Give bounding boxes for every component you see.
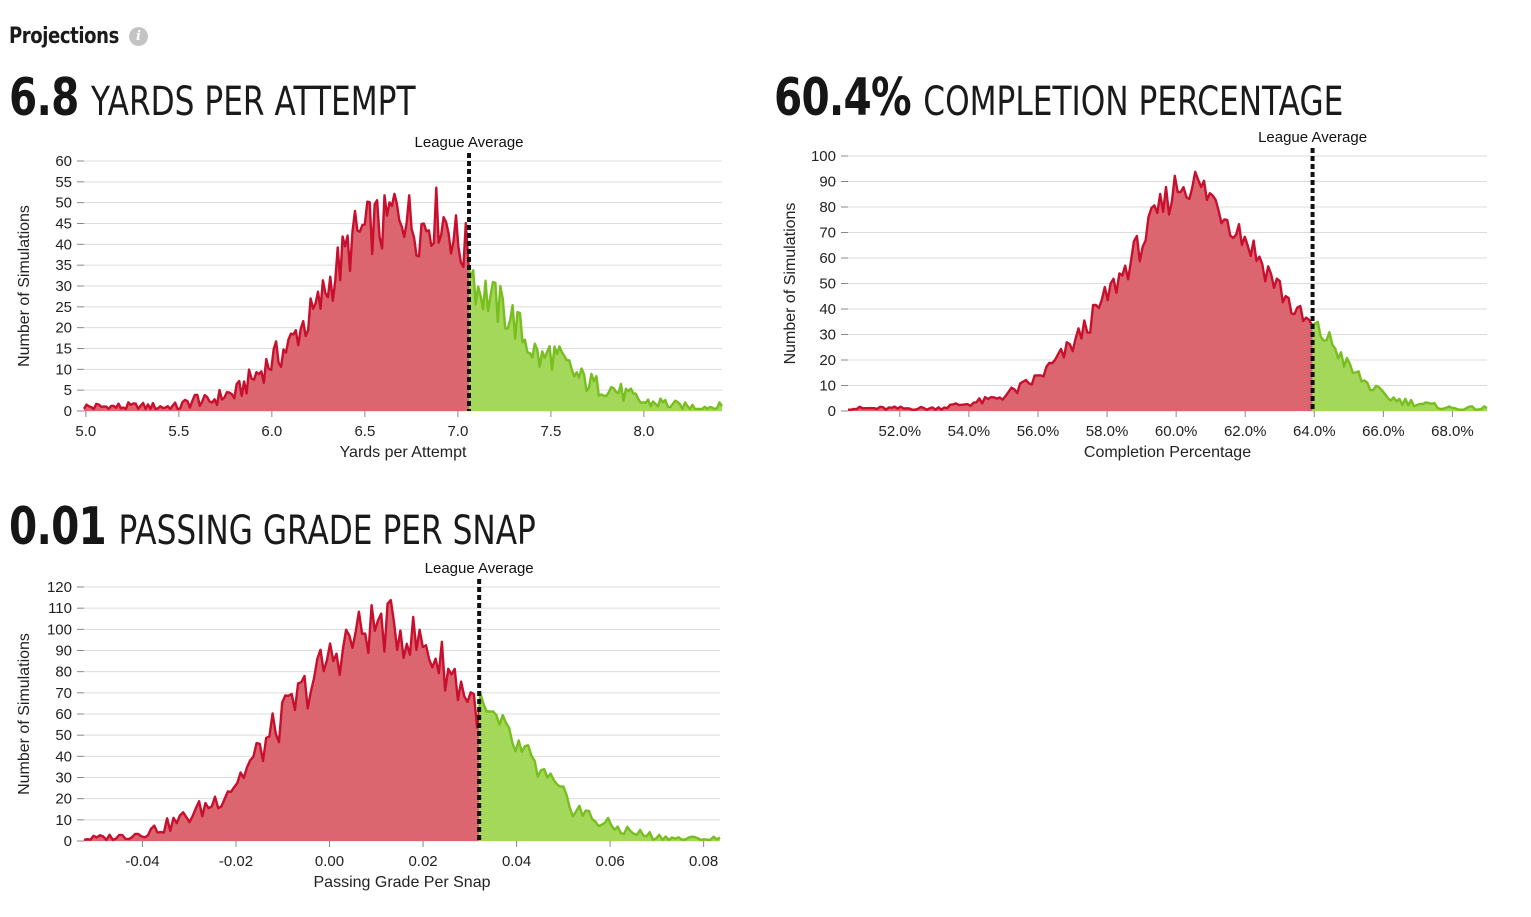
y-tick-label: 70 — [55, 685, 72, 702]
below-average-series-line — [848, 170, 1314, 411]
y-tick-label: 20 — [55, 320, 72, 337]
y-tick-label: 55 — [55, 174, 72, 191]
y-tick-label: 35 — [55, 257, 72, 274]
x-tick-label: 0.04 — [502, 853, 531, 870]
y-axis-title: Number of Simulations — [16, 633, 33, 795]
x-tick-label: 66.0% — [1362, 423, 1405, 440]
y-tick-label: 15 — [55, 341, 72, 358]
x-axis-title: Yards per Attempt — [340, 444, 467, 461]
y-tick-label: 100 — [811, 148, 836, 165]
x-tick-label: 0.02 — [408, 853, 437, 870]
x-tick-label: 52.0% — [879, 423, 922, 440]
x-tick-label: 7.5 — [540, 423, 561, 440]
stat-heading: 60.4% COMPLETION PERCENTAGE — [774, 68, 1343, 128]
y-tick-label: 60 — [55, 153, 72, 170]
y-tick-label: 50 — [55, 195, 72, 212]
info-icon[interactable]: i — [129, 26, 149, 46]
y-tick-label: 0 — [64, 833, 72, 850]
x-tick-label: 68.0% — [1431, 423, 1474, 440]
stat-label: PASSING GRADE PER SNAP — [118, 508, 536, 554]
y-tick-label: 5 — [64, 382, 72, 399]
y-tick-label: 70 — [819, 225, 836, 242]
above-average-series-area — [469, 269, 722, 411]
x-tick-label: 0.08 — [689, 853, 718, 870]
projections-header: Projections i — [9, 20, 149, 52]
below-average-series-line — [82, 186, 471, 411]
y-tick-label: 80 — [819, 199, 836, 216]
x-tick-label: 6.5 — [354, 423, 375, 440]
above-average-series-line — [1312, 320, 1488, 411]
y-axis-title: Number of Simulations — [782, 203, 799, 365]
y-tick-label: 10 — [55, 812, 72, 829]
x-tick-label: 7.0 — [447, 423, 468, 440]
y-tick-label: 40 — [55, 236, 72, 253]
y-tick-label: 60 — [55, 706, 72, 723]
x-tick-label: -0.02 — [219, 853, 253, 870]
below-average-series-line — [83, 598, 481, 842]
x-tick-label: 60.0% — [1155, 423, 1198, 440]
y-tick-label: 90 — [819, 174, 836, 191]
x-tick-label: 62.0% — [1224, 423, 1267, 440]
y-tick-label: 0 — [64, 403, 72, 420]
y-tick-label: 90 — [55, 643, 72, 660]
y-tick-label: 25 — [55, 299, 72, 316]
y-tick-label: 40 — [819, 301, 836, 318]
stat-heading: 0.01 PASSING GRADE PER SNAP — [9, 497, 536, 557]
completion-percentage-chart: 0 10 20 30 40 50 60 70 80 90 100 52.0% 54.0% 56.0% 58.… — [782, 129, 1488, 461]
league-average-label: League Average — [415, 134, 524, 151]
y-tick-label: 10 — [55, 361, 72, 378]
above-average-series-line — [478, 691, 721, 842]
x-axis-title: Passing Grade Per Snap — [314, 874, 491, 891]
y-tick-label: 110 — [48, 600, 72, 617]
y-tick-label: 10 — [819, 378, 836, 395]
passing-grade-chart: 0 10 20 30 40 50 60 70 80 90 100 110 120 -0.04 -0.02 0.… — [16, 560, 721, 891]
stat-value: 60.4% — [774, 68, 912, 128]
x-tick-label: 6.0 — [261, 423, 282, 440]
below-average-series-area — [848, 171, 1313, 411]
y-tick-label: 80 — [55, 664, 72, 681]
x-tick-label: 64.0% — [1293, 423, 1336, 440]
y-tick-label: 60 — [819, 250, 836, 267]
y-tick-label: 20 — [55, 791, 72, 808]
x-tick-label: -0.04 — [125, 853, 159, 870]
y-tick-label: 45 — [55, 216, 72, 233]
y-tick-label: 40 — [55, 748, 72, 765]
y-tick-label: 120 — [47, 579, 72, 596]
projections-title: Projections — [9, 23, 119, 49]
y-tick-label: 30 — [819, 327, 836, 344]
y-axis-title: Number of Simulations — [16, 205, 33, 367]
x-tick-label: 58.0% — [1086, 423, 1129, 440]
above-average-series-area — [479, 692, 720, 841]
stat-value: 0.01 — [9, 497, 107, 557]
x-tick-label: 0.00 — [315, 853, 344, 870]
x-axis-title: Completion Percentage — [1084, 444, 1251, 461]
stat-label: COMPLETION PERCENTAGE — [923, 79, 1344, 125]
y-tick-label: 30 — [55, 770, 72, 787]
above-average-series-line — [467, 269, 724, 411]
x-tick-label: 8.0 — [633, 423, 654, 440]
y-tick-label: 0 — [828, 403, 836, 420]
stat-heading: 6.8 YARDS PER ATTEMPT — [9, 68, 416, 128]
x-tick-label: 56.0% — [1017, 423, 1060, 440]
y-tick-label: 30 — [55, 278, 72, 295]
yards-per-attempt-chart: 0 5 10 15 20 25 30 35 40 45 50 55 60 5.0 5.5 6.0 6.5 7.0 7… — [16, 134, 724, 461]
x-tick-label: 54.0% — [948, 423, 991, 440]
y-tick-label: 100 — [47, 621, 72, 638]
y-tick-label: 50 — [819, 276, 836, 293]
x-tick-label: 0.06 — [596, 853, 625, 870]
x-tick-label: 5.0 — [75, 423, 96, 440]
above-average-series-area — [1312, 321, 1487, 411]
stat-value: 6.8 — [9, 68, 79, 128]
stat-label: YARDS PER ATTEMPT — [90, 79, 416, 125]
league-average-label: League Average — [425, 560, 534, 577]
league-average-label: League Average — [1258, 129, 1367, 146]
y-tick-label: 20 — [819, 352, 836, 369]
y-tick-label: 50 — [55, 727, 72, 744]
x-tick-label: 5.5 — [168, 423, 189, 440]
